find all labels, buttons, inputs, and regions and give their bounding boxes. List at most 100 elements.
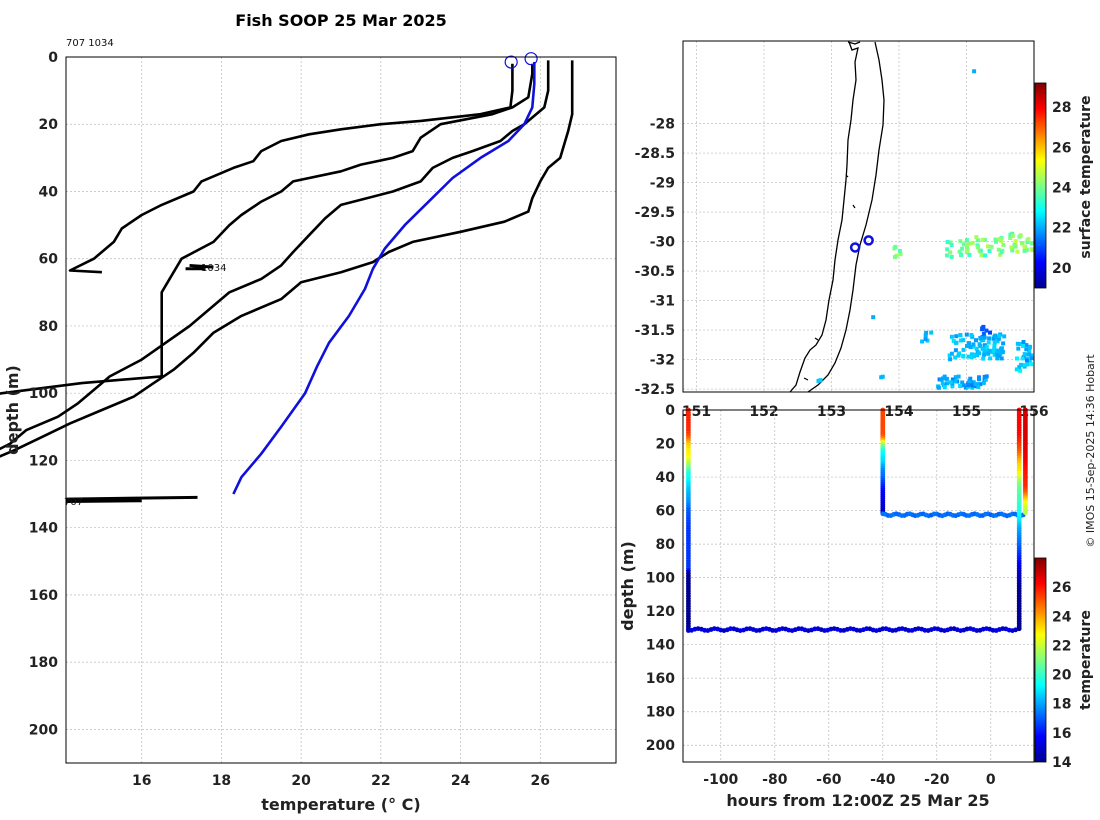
sst-pixel: [953, 375, 958, 380]
sst-pixel: [964, 238, 969, 243]
map-y-tick-label: -31.5: [635, 323, 675, 339]
sst-pixel: [967, 241, 972, 246]
sst-pixel: [986, 340, 991, 345]
sst-pixel: [898, 252, 903, 257]
sst-pixel: [958, 338, 963, 343]
sst-pixel: [1024, 343, 1029, 348]
sst-pixel: [1022, 352, 1027, 357]
profile-y-tick-label: 60: [39, 252, 59, 268]
time-depth-x-axis-label: hours from 12:00Z 25 Mar 25: [726, 791, 989, 810]
sst-pixel: [961, 347, 966, 352]
sst-pixel: [968, 345, 973, 349]
time-depth-y-tick-label: 140: [646, 638, 675, 654]
sst-pixel: [1015, 356, 1019, 361]
sst-pixel: [965, 382, 970, 387]
sst-pixel: [945, 381, 949, 386]
sst-pixel: [1029, 362, 1034, 367]
sst-pixel: [1021, 363, 1026, 368]
sst-pixel: [996, 247, 1001, 252]
sst-pixel: [967, 341, 971, 346]
sst-pixel: [965, 344, 969, 348]
sst-pixel: [942, 385, 947, 390]
map-axes-frame: [682, 40, 1035, 393]
sst-pixel: [976, 245, 980, 250]
sst-pixel: [1015, 249, 1020, 254]
map-start-marker: [849, 242, 861, 253]
sst-pixel: [957, 351, 961, 356]
profile-y-tick-label: 80: [39, 319, 59, 335]
sst-pixel: [964, 385, 968, 390]
map-y-tick-label: -32.5: [635, 382, 675, 398]
sst-pixel: [973, 382, 978, 387]
sst-pixel: [964, 242, 969, 247]
sst-pixel: [982, 374, 987, 379]
temperature-colorbar-tick-label: 22: [1052, 638, 1071, 654]
time-depth-y-tick-label: 60: [656, 504, 676, 520]
sst-pixel: [965, 245, 969, 250]
sst-pixel: [961, 383, 966, 388]
sst-pixel: [984, 345, 989, 349]
sst-pixel: [958, 239, 963, 244]
sst-pixel: [1018, 368, 1023, 373]
sst-pixel: [948, 240, 953, 245]
sst-pixel: [974, 346, 979, 351]
sst-pixel: [983, 253, 988, 258]
time-depth-y-tick-label: 40: [656, 470, 676, 486]
sst-pixel: [1018, 233, 1023, 238]
sst-pixel: [988, 356, 993, 361]
time-depth-y-tick-label: 20: [656, 437, 676, 453]
sst-pixel: [948, 357, 953, 362]
time-depth-y-tick-label: 120: [646, 604, 675, 620]
sst-pixel: [1024, 358, 1029, 363]
sst-pixel: [1008, 236, 1013, 240]
sst-pixel: [988, 330, 992, 335]
sst-pixel: [987, 336, 992, 341]
sst-pixel: [1022, 248, 1027, 253]
map-y-tick-label: -29.5: [635, 205, 675, 221]
profile-x-tick-label: 16: [132, 773, 151, 789]
sst-pixel: [999, 356, 1004, 361]
sst-pixel: [1021, 340, 1026, 344]
sst-colorbar-tick-label: 22: [1052, 221, 1071, 237]
sst-pixel: [966, 354, 971, 359]
profile-grid: [66, 56, 616, 763]
sst-pixel: [947, 353, 952, 358]
sst-pixel: [953, 348, 958, 353]
map-y-tick-label: -30.5: [635, 264, 675, 280]
profile-x-axis-label: temperature (° C): [261, 795, 420, 814]
sst-pixel: [975, 238, 980, 243]
time-depth-ticks: -100 -80 -60 -40 -20 0 0 20 40 60 80 100 120 140 160 18…: [646, 403, 996, 788]
sst-pixel: [998, 252, 1003, 257]
map-x-tick-label: 152: [749, 404, 778, 420]
sst-pixel: [978, 336, 983, 341]
sst-pixel: [992, 340, 997, 345]
sst-pixel: [989, 244, 994, 249]
sst-pixel: [954, 340, 958, 345]
sst-pixel: [1013, 243, 1018, 248]
sst-pixel: [974, 235, 979, 240]
map-y-tick-label: -31: [650, 294, 675, 310]
profile-annotation-1034: 1034: [201, 263, 226, 274]
sst-pixel: [973, 352, 978, 357]
profile-start-marker: [504, 55, 518, 69]
sst-pixel: [981, 338, 986, 343]
sst-pixel: [968, 376, 973, 381]
sst-pixel: [939, 377, 944, 382]
temperature-colorbar-label: temperature: [1078, 610, 1094, 710]
map-coastline: [789, 41, 885, 393]
profile-y-tick-label: 180: [29, 655, 58, 671]
sst-pixel: [1010, 231, 1015, 236]
map-y-tick-label: -30: [650, 235, 676, 251]
sst-pixel: [936, 385, 941, 390]
profile-x-tick-label: 22: [371, 773, 390, 789]
sst-pixel: [982, 352, 987, 357]
sst-pixel: [945, 247, 950, 252]
time-depth-x-tick-label: 0: [986, 772, 996, 788]
sst-colorbar-tick-label: 28: [1052, 100, 1071, 116]
sst-pixel: [1027, 348, 1032, 353]
profile-panel: 16 18 20 22 24 26020406080100120140160180200 …: [0, 38, 617, 814]
sst-pixel: [982, 237, 987, 242]
sst-pixel: [949, 351, 954, 356]
sst-pixel: [987, 348, 992, 353]
sst-pixel: [974, 338, 978, 343]
